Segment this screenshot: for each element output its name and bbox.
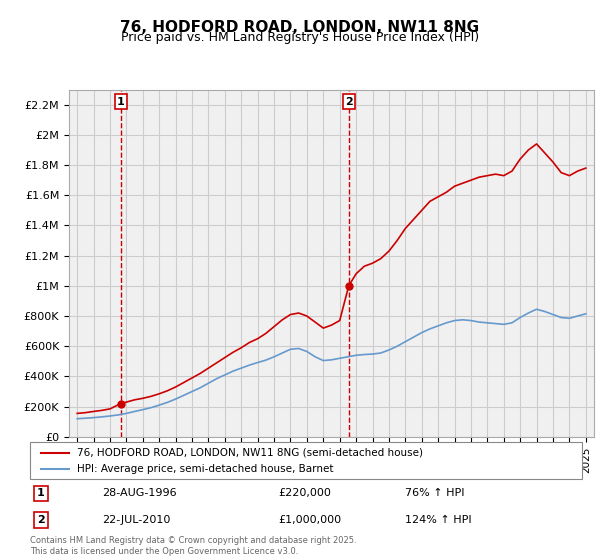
Text: 28-AUG-1996: 28-AUG-1996: [102, 488, 176, 498]
Text: 1: 1: [37, 488, 45, 498]
FancyBboxPatch shape: [30, 442, 582, 479]
Text: 76, HODFORD ROAD, LONDON, NW11 8NG: 76, HODFORD ROAD, LONDON, NW11 8NG: [121, 20, 479, 35]
Text: 2: 2: [345, 96, 353, 106]
Text: 76, HODFORD ROAD, LONDON, NW11 8NG (semi-detached house): 76, HODFORD ROAD, LONDON, NW11 8NG (semi…: [77, 447, 423, 458]
Text: HPI: Average price, semi-detached house, Barnet: HPI: Average price, semi-detached house,…: [77, 464, 334, 474]
Text: 76% ↑ HPI: 76% ↑ HPI: [406, 488, 465, 498]
Text: 124% ↑ HPI: 124% ↑ HPI: [406, 515, 472, 525]
Text: Price paid vs. HM Land Registry's House Price Index (HPI): Price paid vs. HM Land Registry's House …: [121, 31, 479, 44]
Text: Contains HM Land Registry data © Crown copyright and database right 2025.
This d: Contains HM Land Registry data © Crown c…: [30, 536, 356, 556]
Text: £1,000,000: £1,000,000: [278, 515, 341, 525]
Text: 1: 1: [117, 96, 125, 106]
Text: 2: 2: [37, 515, 45, 525]
Text: £220,000: £220,000: [278, 488, 331, 498]
Text: 22-JUL-2010: 22-JUL-2010: [102, 515, 170, 525]
